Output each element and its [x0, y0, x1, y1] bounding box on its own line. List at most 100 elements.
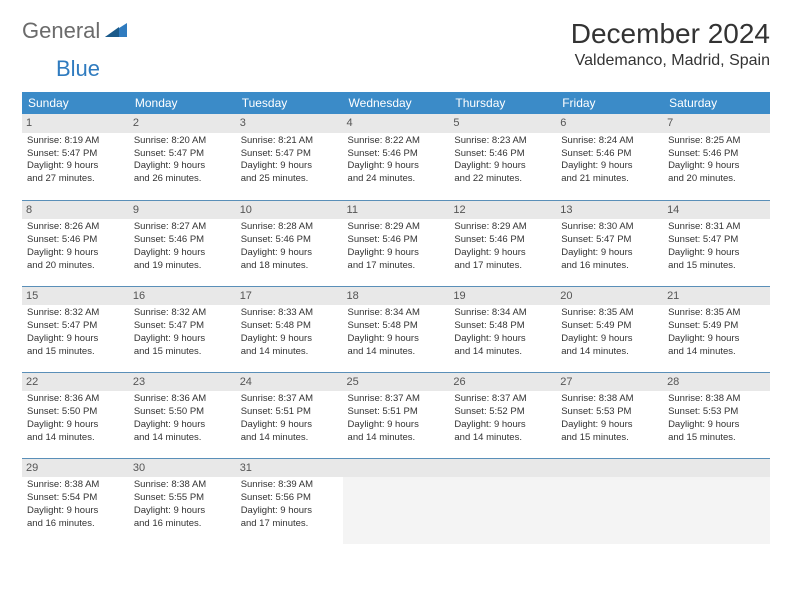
sunrise-text: Sunrise: 8:35 AM: [561, 307, 658, 320]
daylight-text: and 22 minutes.: [454, 173, 551, 186]
day-number: 25: [343, 373, 450, 392]
calendar-cell: 21Sunrise: 8:35 AMSunset: 5:49 PMDayligh…: [663, 286, 770, 372]
calendar-table: Sunday Monday Tuesday Wednesday Thursday…: [22, 92, 770, 544]
sunrise-text: Sunrise: 8:39 AM: [241, 479, 338, 492]
day-number: 18: [343, 287, 450, 306]
calendar-cell: 2Sunrise: 8:20 AMSunset: 5:47 PMDaylight…: [129, 114, 236, 200]
calendar-cell: [556, 458, 663, 544]
calendar-row: 8Sunrise: 8:26 AMSunset: 5:46 PMDaylight…: [22, 200, 770, 286]
day-number: 5: [449, 114, 556, 133]
sunrise-text: Sunrise: 8:32 AM: [134, 307, 231, 320]
daylight-text: Daylight: 9 hours: [27, 333, 124, 346]
sunrise-text: Sunrise: 8:23 AM: [454, 135, 551, 148]
sunset-text: Sunset: 5:51 PM: [348, 406, 445, 419]
sunset-text: Sunset: 5:46 PM: [348, 234, 445, 247]
day-number: 20: [556, 287, 663, 306]
day-number: 13: [556, 201, 663, 220]
month-title: December 2024: [571, 18, 770, 50]
daylight-text: Daylight: 9 hours: [27, 247, 124, 260]
day-number: 6: [556, 114, 663, 133]
calendar-cell: [449, 458, 556, 544]
day-number: 3: [236, 114, 343, 133]
daylight-text: and 27 minutes.: [27, 173, 124, 186]
sunset-text: Sunset: 5:46 PM: [454, 148, 551, 161]
day-number: 26: [449, 373, 556, 392]
daylight-text: Daylight: 9 hours: [348, 419, 445, 432]
sunset-text: Sunset: 5:46 PM: [241, 234, 338, 247]
calendar-cell: 26Sunrise: 8:37 AMSunset: 5:52 PMDayligh…: [449, 372, 556, 458]
daylight-text: and 15 minutes.: [27, 346, 124, 359]
sunset-text: Sunset: 5:47 PM: [668, 234, 765, 247]
daylight-text: and 14 minutes.: [27, 432, 124, 445]
calendar-cell: 8Sunrise: 8:26 AMSunset: 5:46 PMDaylight…: [22, 200, 129, 286]
daylight-text: and 26 minutes.: [134, 173, 231, 186]
daylight-text: Daylight: 9 hours: [561, 247, 658, 260]
calendar-cell: 31Sunrise: 8:39 AMSunset: 5:56 PMDayligh…: [236, 458, 343, 544]
sunset-text: Sunset: 5:48 PM: [348, 320, 445, 333]
sunset-text: Sunset: 5:46 PM: [348, 148, 445, 161]
daylight-text: and 14 minutes.: [561, 346, 658, 359]
calendar-cell: 29Sunrise: 8:38 AMSunset: 5:54 PMDayligh…: [22, 458, 129, 544]
daylight-text: and 14 minutes.: [454, 432, 551, 445]
calendar-cell: 19Sunrise: 8:34 AMSunset: 5:48 PMDayligh…: [449, 286, 556, 372]
daylight-text: and 21 minutes.: [561, 173, 658, 186]
daylight-text: and 18 minutes.: [241, 260, 338, 273]
sunset-text: Sunset: 5:54 PM: [27, 492, 124, 505]
day-number-empty: [343, 459, 450, 478]
sunset-text: Sunset: 5:47 PM: [241, 148, 338, 161]
sunset-text: Sunset: 5:53 PM: [668, 406, 765, 419]
daylight-text: Daylight: 9 hours: [134, 247, 231, 260]
daylight-text: Daylight: 9 hours: [668, 160, 765, 173]
day-number: 19: [449, 287, 556, 306]
calendar-cell: 12Sunrise: 8:29 AMSunset: 5:46 PMDayligh…: [449, 200, 556, 286]
sunrise-text: Sunrise: 8:19 AM: [27, 135, 124, 148]
calendar-cell: 5Sunrise: 8:23 AMSunset: 5:46 PMDaylight…: [449, 114, 556, 200]
weekday-header: Wednesday: [343, 92, 450, 114]
daylight-text: and 20 minutes.: [668, 173, 765, 186]
sunset-text: Sunset: 5:50 PM: [134, 406, 231, 419]
calendar-cell: 17Sunrise: 8:33 AMSunset: 5:48 PMDayligh…: [236, 286, 343, 372]
daylight-text: Daylight: 9 hours: [454, 333, 551, 346]
day-number: 21: [663, 287, 770, 306]
sunset-text: Sunset: 5:50 PM: [27, 406, 124, 419]
daylight-text: Daylight: 9 hours: [454, 247, 551, 260]
sunset-text: Sunset: 5:56 PM: [241, 492, 338, 505]
calendar-cell: [663, 458, 770, 544]
sunrise-text: Sunrise: 8:36 AM: [27, 393, 124, 406]
day-number: 29: [22, 459, 129, 478]
sunset-text: Sunset: 5:51 PM: [241, 406, 338, 419]
calendar-cell: 25Sunrise: 8:37 AMSunset: 5:51 PMDayligh…: [343, 372, 450, 458]
calendar-cell: 23Sunrise: 8:36 AMSunset: 5:50 PMDayligh…: [129, 372, 236, 458]
daylight-text: Daylight: 9 hours: [561, 333, 658, 346]
calendar-cell: 18Sunrise: 8:34 AMSunset: 5:48 PMDayligh…: [343, 286, 450, 372]
weekday-header: Saturday: [663, 92, 770, 114]
weekday-header: Tuesday: [236, 92, 343, 114]
sunrise-text: Sunrise: 8:38 AM: [27, 479, 124, 492]
daylight-text: Daylight: 9 hours: [561, 419, 658, 432]
calendar-cell: 16Sunrise: 8:32 AMSunset: 5:47 PMDayligh…: [129, 286, 236, 372]
sunrise-text: Sunrise: 8:38 AM: [668, 393, 765, 406]
sunrise-text: Sunrise: 8:38 AM: [561, 393, 658, 406]
day-number: 7: [663, 114, 770, 133]
sunrise-text: Sunrise: 8:30 AM: [561, 221, 658, 234]
weekday-header: Sunday: [22, 92, 129, 114]
daylight-text: and 14 minutes.: [348, 346, 445, 359]
daylight-text: and 15 minutes.: [134, 346, 231, 359]
daylight-text: and 14 minutes.: [668, 346, 765, 359]
daylight-text: Daylight: 9 hours: [454, 419, 551, 432]
daylight-text: and 14 minutes.: [454, 346, 551, 359]
sunrise-text: Sunrise: 8:32 AM: [27, 307, 124, 320]
sunrise-text: Sunrise: 8:28 AM: [241, 221, 338, 234]
daylight-text: Daylight: 9 hours: [668, 419, 765, 432]
calendar-cell: 15Sunrise: 8:32 AMSunset: 5:47 PMDayligh…: [22, 286, 129, 372]
sunrise-text: Sunrise: 8:25 AM: [668, 135, 765, 148]
sunrise-text: Sunrise: 8:31 AM: [668, 221, 765, 234]
daylight-text: Daylight: 9 hours: [134, 333, 231, 346]
calendar-cell: 22Sunrise: 8:36 AMSunset: 5:50 PMDayligh…: [22, 372, 129, 458]
daylight-text: and 25 minutes.: [241, 173, 338, 186]
daylight-text: and 14 minutes.: [241, 432, 338, 445]
daylight-text: and 17 minutes.: [241, 518, 338, 531]
day-number: 27: [556, 373, 663, 392]
daylight-text: Daylight: 9 hours: [241, 505, 338, 518]
sunrise-text: Sunrise: 8:35 AM: [668, 307, 765, 320]
